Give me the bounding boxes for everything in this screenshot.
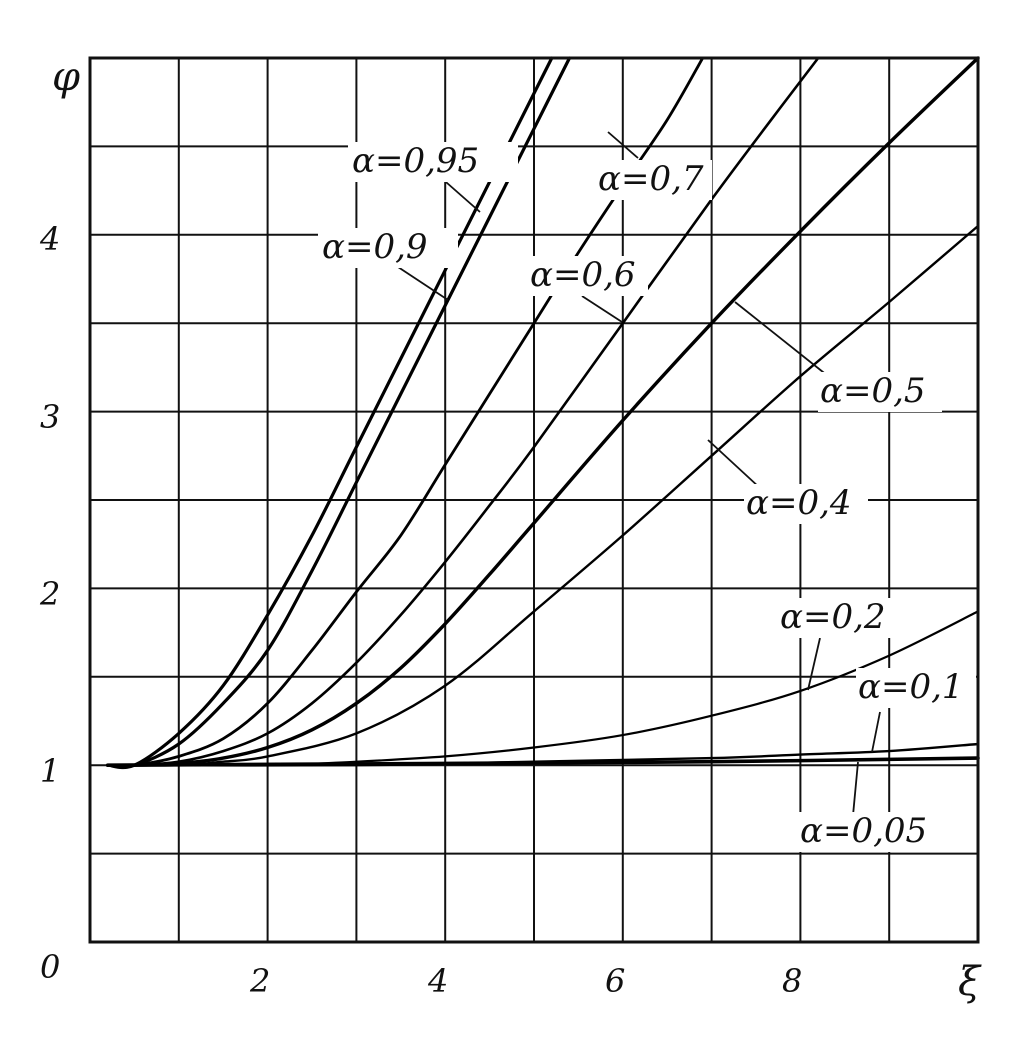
label-alpha-06: α=0,6	[530, 255, 636, 295]
y-tick-label-4: 4	[39, 220, 60, 258]
x-tick-label-0: 0	[40, 948, 60, 986]
label-alpha-04: α=0,4	[746, 483, 852, 523]
label-bg-02	[778, 598, 904, 638]
leader-05	[734, 301, 834, 381]
label-alpha-01: α=0,1	[858, 667, 964, 707]
label-bg-09	[318, 228, 458, 268]
label-alpha-09: α=0,9	[322, 227, 428, 267]
x-tick-label-6: 6	[605, 962, 625, 1000]
series-line-4	[106, 56, 980, 768]
x-axis-label: ξ	[958, 959, 982, 1005]
label-bg-095	[348, 142, 518, 182]
series-line-1	[106, 56, 572, 769]
series-labels: α=0,95 α=0,9 α=0,7 α=0,6 α=0,5 α=0,4 α=0…	[318, 141, 976, 852]
leader-01	[871, 711, 881, 753]
label-bg-04	[744, 484, 868, 524]
label-bg-05	[818, 372, 942, 412]
label-alpha-07: α=0,7	[598, 159, 704, 199]
leader-06	[581, 295, 623, 323]
y-tick-label-2: 2	[39, 575, 60, 613]
label-bg-005	[798, 812, 948, 852]
leader-07	[607, 131, 639, 159]
y-tick-label-3: 3	[40, 398, 60, 436]
label-alpha-02: α=0,2	[780, 597, 886, 637]
label-bg-06	[528, 256, 648, 296]
label-leaders	[394, 131, 881, 827]
plot-frame	[88, 56, 980, 944]
series-line-5	[106, 224, 980, 767]
y-tick-label-1: 1	[40, 752, 60, 790]
label-bg-07	[596, 160, 712, 200]
series-line-8	[106, 756, 980, 767]
x-tick-label-4: 4	[427, 962, 448, 1000]
series-line-2	[106, 56, 705, 768]
y-axis-label: φ	[52, 54, 80, 100]
label-alpha-095: α=0,95	[352, 141, 479, 181]
x-tick-label-2: 2	[249, 962, 270, 1000]
curves	[106, 56, 980, 770]
leader-02	[807, 637, 821, 691]
leader-09	[394, 264, 449, 301]
label-alpha-005: α=0,05	[800, 811, 927, 851]
series-line-3	[106, 56, 820, 767]
leader-04	[707, 439, 761, 489]
label-alpha-05: α=0,5	[820, 371, 926, 411]
x-tick-label-8: 8	[782, 962, 802, 1000]
label-bg-01	[856, 668, 976, 708]
